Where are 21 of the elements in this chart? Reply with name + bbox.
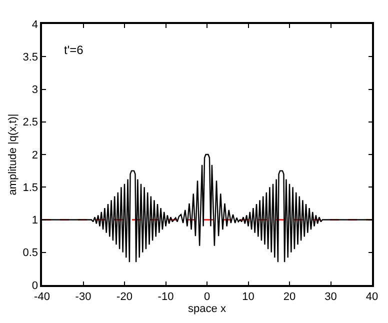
y-tick-label: 1.5: [22, 182, 38, 194]
x-tick-label: -20: [116, 290, 132, 303]
x-tick-label: 10: [242, 290, 254, 303]
y-tick-label: 2.5: [22, 116, 38, 129]
y-tick-label: 4: [32, 18, 38, 31]
y-tick-label: 0: [32, 280, 38, 292]
y-axis-title: amplitude |q(x,t)|: [6, 114, 19, 196]
y-tick-label: 3.5: [22, 51, 38, 64]
x-tick-label: -10: [158, 290, 174, 303]
x-axis-title: space x: [188, 302, 226, 315]
y-tick-label: 2: [32, 149, 38, 162]
x-tick-label: 40: [366, 290, 378, 303]
x-tick-label: -40: [34, 290, 50, 303]
x-tick-label: 0: [204, 290, 210, 303]
y-tick-label: 1: [32, 214, 38, 227]
y-tick-label: 3: [32, 84, 38, 96]
y-tick-label: 0.5: [22, 247, 38, 260]
annotation: t'=6: [64, 43, 84, 57]
x-tick-label: -30: [75, 290, 92, 303]
x-tick-label: 20: [283, 290, 296, 303]
x-tick-label: 30: [324, 290, 337, 303]
